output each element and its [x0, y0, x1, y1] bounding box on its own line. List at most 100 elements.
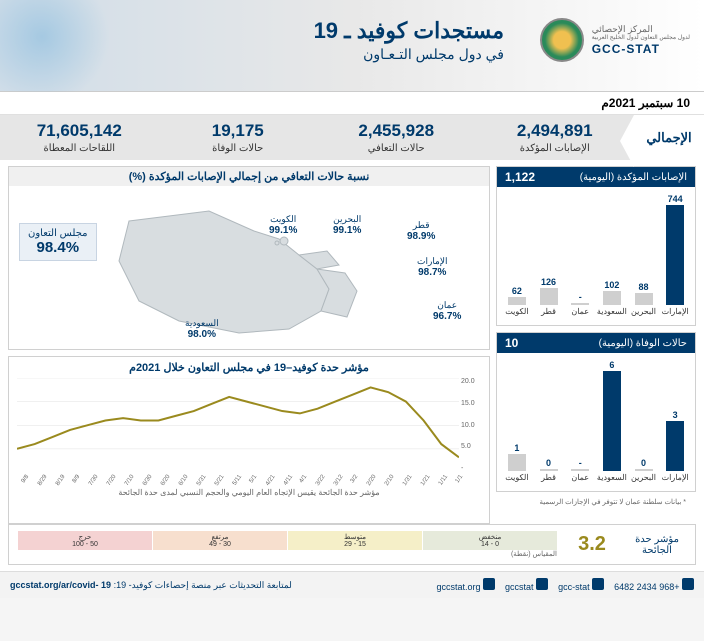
title-main: مستجدات كوفيد ـ 19	[314, 18, 504, 44]
x-tick: 9/8	[21, 474, 37, 489]
gcc-badge-label: مجلس التعاون	[28, 228, 88, 239]
brand-en: GCC-STAT	[592, 42, 690, 56]
bar-rect	[666, 205, 684, 305]
country-name: الإمارات	[417, 257, 448, 267]
gcc-badge: مجلس التعاون 98.4%	[19, 223, 97, 261]
country-name: البحرين	[333, 215, 361, 225]
bar-label: السعودية	[597, 307, 627, 316]
bar: 62الكويت	[507, 286, 527, 305]
bar-label: قطر	[541, 473, 556, 482]
logo-block: المركز الإحصائي لدول مجلس التعاون لدول ا…	[540, 18, 690, 62]
seg-range: 50 - 100	[18, 541, 152, 548]
bar-rect	[666, 421, 684, 471]
seg-range: 30 - 49	[153, 541, 287, 548]
brand-ar: المركز الإحصائي	[592, 24, 690, 35]
total-label: الإصابات المؤكدة	[480, 143, 631, 154]
severity-chart-area: 20.015.010.05.0- 1/11/111/211/312/102/20…	[13, 378, 485, 488]
bar-rect	[508, 297, 526, 305]
bar: 3الإمارات	[665, 410, 685, 471]
footnote: * بيانات سلطنة عمان لا تتوفر في الإجازات…	[496, 498, 696, 510]
left-column: نسبة حالات التعافي من إجمالي الإصابات ال…	[8, 166, 490, 524]
daily-cases-header: الإصابات المؤكدة (اليومية) 1,122	[497, 167, 695, 187]
bar-rect	[508, 454, 526, 471]
web-icon	[483, 578, 495, 590]
map-country-label: البحرين99.1%	[333, 215, 361, 236]
country-name: عمان	[433, 301, 461, 311]
country-pct: 99.1%	[333, 225, 361, 236]
footer-url: gccstat.org/ar/covid- 19	[10, 580, 111, 590]
bar-label: قطر	[541, 307, 556, 316]
bar-value: 102	[604, 280, 619, 290]
country-pct: 98.0%	[185, 329, 219, 340]
bar-rect	[603, 291, 621, 305]
country-pct: 96.7%	[433, 311, 461, 322]
map-country-label: عمان96.7%	[433, 301, 461, 322]
gauge-label: مؤشر حدة الجائحة	[627, 534, 687, 556]
total-value: 2,494,891	[480, 121, 631, 141]
daily-deaths-total: 10	[505, 336, 518, 350]
severity-line-svg	[17, 378, 459, 472]
country-pct: 98.9%	[407, 231, 435, 242]
gauge-segment: متوسط15 - 29	[287, 531, 422, 550]
gauge-scale: منخفض0 - 14متوسط15 - 29مرتفع30 - 49حرج50…	[17, 531, 557, 550]
footer-handle[interactable]: +968 2434 6482	[614, 578, 694, 592]
bar-label: الكويت	[505, 473, 528, 482]
country-pct: 98.7%	[417, 267, 448, 278]
bar-label: عمان	[571, 307, 589, 316]
recovery-map-panel: نسبة حالات التعافي من إجمالي الإصابات ال…	[8, 166, 490, 350]
gauge-value: 3.2	[567, 533, 617, 556]
bar-rect	[571, 303, 589, 305]
recovery-map-title: نسبة حالات التعافي من إجمالي الإصابات ال…	[9, 167, 489, 186]
bar-label: السعودية	[597, 473, 627, 482]
logo-emblem	[540, 18, 584, 62]
bar-label: عمان	[571, 473, 589, 482]
bar: 744الإمارات	[665, 194, 685, 305]
header: المركز الإحصائي لدول مجلس التعاون لدول ا…	[0, 0, 704, 92]
daily-deaths-panel: حالات الوفاة (اليومية) 10 3الإمارات 0 البح…	[496, 332, 696, 492]
footer-handle[interactable]: gccstat	[505, 578, 548, 592]
seg-range: 0 - 14	[423, 541, 557, 548]
handle-text: gccstat	[505, 582, 534, 592]
bar-label: الكويت	[505, 307, 528, 316]
map-country-label: قطر98.9%	[407, 221, 435, 242]
bar: 6السعودية	[602, 360, 622, 471]
bar-rect	[571, 469, 589, 471]
date-bar: 10 سبتمبر 2021م	[0, 92, 704, 115]
footer-handle[interactable]: gcc-stat	[558, 578, 604, 592]
country-name: الكويت	[269, 215, 297, 225]
totals-cells: 2,494,891 الإصابات المؤكدة 2,455,928حالات …	[0, 115, 634, 160]
instagram-icon	[536, 578, 548, 590]
daily-deaths-title: حالات الوفاة (اليومية)	[599, 338, 687, 349]
total-label: اللقاحات المعطاة	[4, 143, 155, 154]
bar: 88البحرين	[634, 282, 654, 305]
handle-text: +968 2434 6482	[614, 582, 679, 592]
bar-rect	[635, 469, 653, 471]
map-country-label: الإمارات98.7%	[417, 257, 448, 278]
title-block: مستجدات كوفيد ـ 19 في دول مجلس التـعـاون	[314, 18, 504, 63]
footer-handle[interactable]: gccstat.org	[436, 578, 495, 592]
handle-text: gcc-stat	[558, 582, 590, 592]
gcc-badge-value: 98.4%	[28, 239, 88, 256]
x-ticks: 1/11/111/211/312/102/203/23/123/224/14/1…	[17, 474, 459, 488]
bar-value: 62	[512, 286, 522, 296]
total-value: 2,455,928	[321, 121, 472, 141]
bar-value: 0	[641, 458, 646, 468]
map-country-label: الكويت99.1%	[269, 215, 297, 236]
country-name: السعودية	[185, 319, 219, 329]
bar-value: 744	[668, 194, 683, 204]
gauge-segment: مرتفع30 - 49	[152, 531, 287, 550]
bar-label: البحرين	[631, 473, 656, 482]
daily-cases-panel: الإصابات المؤكدة (اليومية) 1,122 744الإم…	[496, 166, 696, 326]
y-tick: 15.0	[461, 400, 485, 407]
footer-handles: +968 2434 6482 gcc-stat gccstat gccstat.…	[436, 578, 694, 592]
total-cell: 71,605,142اللقاحات المعطاة	[0, 115, 159, 160]
gauge-scale-label: المقياس (نقطة)	[17, 550, 557, 558]
handle-text: gccstat.org	[436, 582, 480, 592]
bar-value: 6	[609, 360, 614, 370]
severity-chart-title: مؤشر حدة كوفيد–19 في مجلس التعاون خلال 2…	[13, 361, 485, 374]
bar: -عمان	[570, 292, 590, 305]
total-cell: 2,455,928حالات التعافي	[317, 115, 476, 160]
bar-value: -	[579, 292, 582, 302]
seg-label: منخفض	[423, 533, 557, 541]
x-tick: 1/1	[454, 474, 470, 489]
